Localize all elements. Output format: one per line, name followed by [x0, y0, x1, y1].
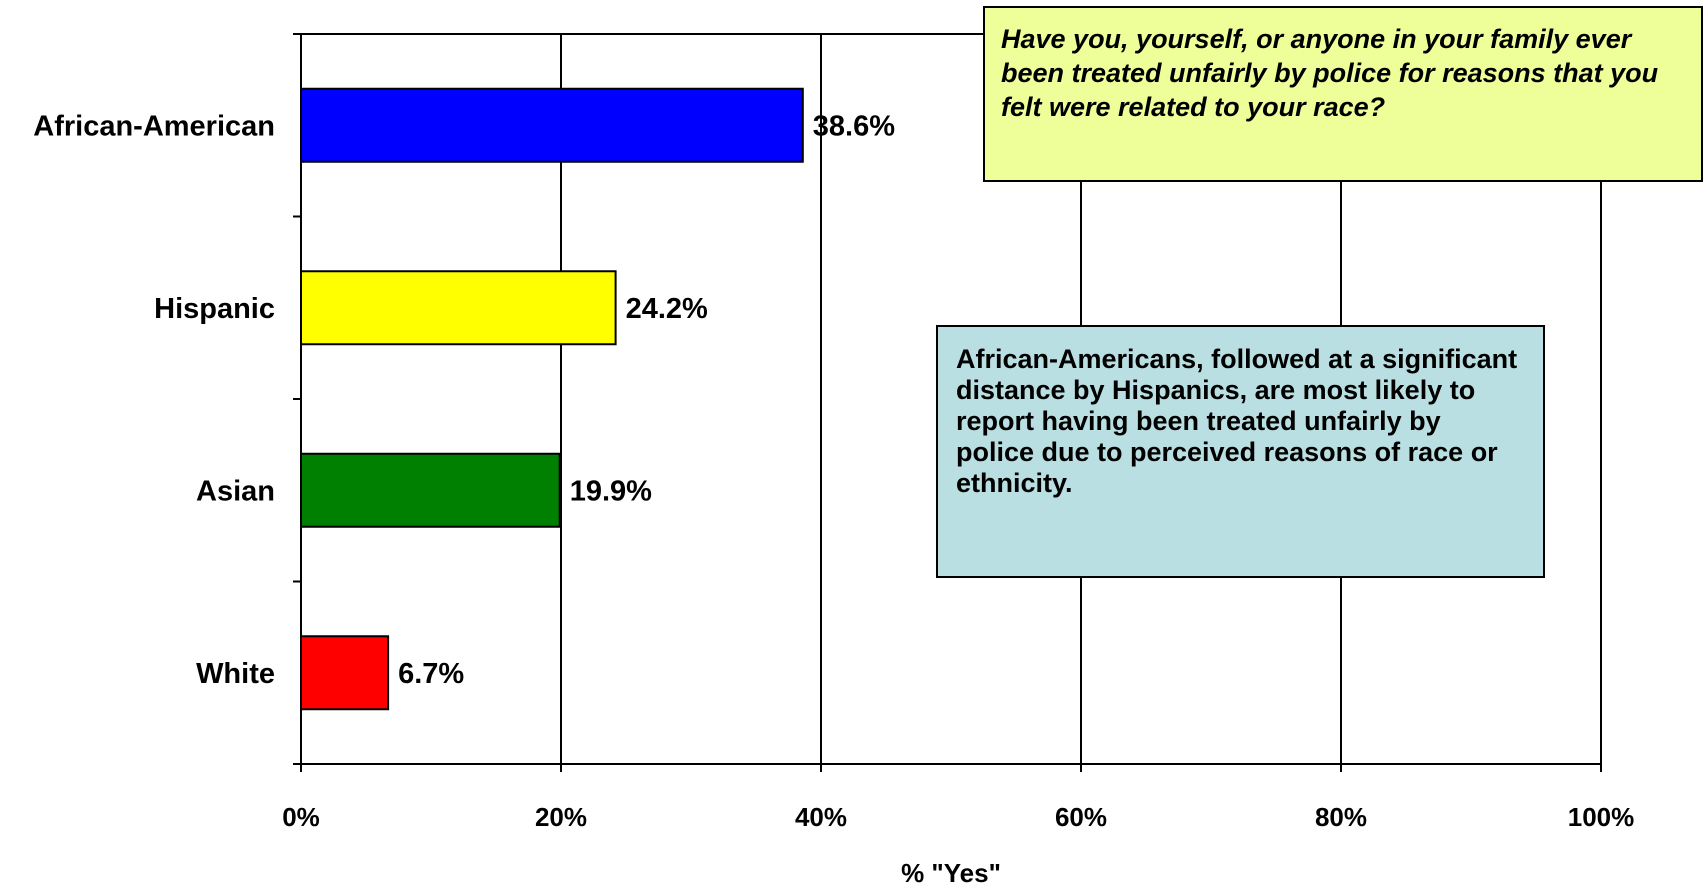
category-label: White	[196, 658, 275, 690]
bars	[300, 87, 804, 711]
category-label: Asian	[196, 475, 275, 507]
x-tick-label: 100%	[1568, 802, 1635, 832]
bar	[300, 87, 804, 163]
data-labels: 38.6% 24.2% 19.9% 6.7%	[398, 110, 895, 690]
x-tick-label: 60%	[1055, 802, 1107, 832]
x-tick-label: 20%	[535, 802, 587, 832]
axes	[293, 33, 1602, 772]
x-tick-label: 0%	[282, 802, 320, 832]
bar	[300, 635, 390, 711]
data-label: 6.7%	[398, 658, 464, 690]
data-label: 38.6%	[813, 110, 895, 142]
data-label: 19.9%	[570, 475, 652, 507]
survey-question-box: Have you, yourself, or anyone in your fa…	[983, 6, 1703, 182]
bar	[300, 270, 617, 346]
insight-callout-box: African-Americans, followed at a signifi…	[936, 325, 1545, 578]
data-label: 24.2%	[626, 293, 708, 325]
x-axis-title: % "Yes"	[901, 858, 1001, 885]
x-tick-labels: 0% 20% 40% 60% 80% 100%	[282, 802, 1634, 832]
category-label: African-American	[33, 110, 275, 142]
x-tick-label: 80%	[1315, 802, 1367, 832]
x-tick-label: 40%	[795, 802, 847, 832]
category-labels: African-American Hispanic Asian White	[33, 110, 275, 690]
category-label: Hispanic	[154, 293, 275, 325]
bar	[300, 452, 561, 528]
